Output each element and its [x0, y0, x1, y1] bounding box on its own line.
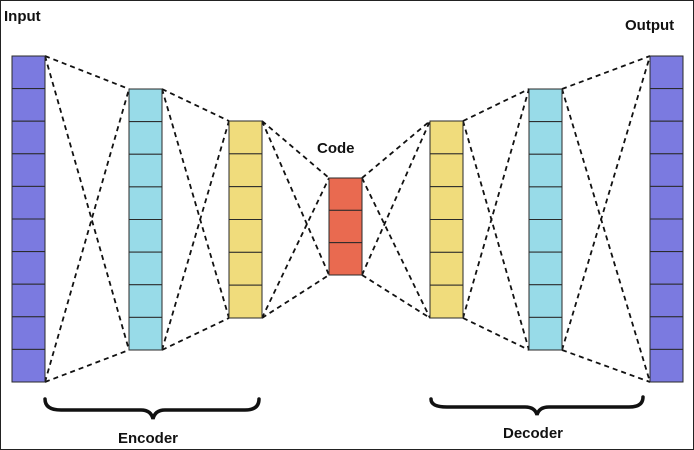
neuron-cell — [528, 251, 563, 286]
neuron-cell — [128, 186, 163, 220]
neuron-cell — [228, 251, 263, 286]
connection-line — [561, 55, 651, 90]
neuron-cell — [128, 251, 163, 286]
neuron-cell — [128, 284, 163, 318]
connection-line — [561, 88, 651, 383]
encoder-brace — [43, 397, 261, 420]
decoder-label: Decoder — [503, 425, 563, 442]
connection-line — [44, 88, 130, 383]
connection-line — [361, 177, 431, 319]
connection-line — [561, 349, 651, 383]
neuron-cell — [11, 153, 46, 187]
layers — [11, 55, 684, 383]
code-layer — [328, 177, 363, 276]
connections — [44, 55, 651, 383]
neuron-cell — [528, 219, 563, 253]
connection-line — [462, 120, 530, 351]
neuron-cell — [228, 219, 263, 253]
neuron-cell — [128, 316, 163, 351]
neuron-cell — [228, 120, 263, 155]
neuron-cell — [11, 120, 46, 155]
neuron-cell — [328, 209, 363, 244]
connection-line — [161, 317, 230, 351]
neuron-cell — [228, 186, 263, 221]
connection-line — [261, 120, 330, 179]
connection-line — [261, 177, 330, 319]
connection-line — [261, 274, 330, 319]
neuron-cell — [11, 316, 46, 350]
neuron-cell — [528, 316, 563, 351]
neuron-cell — [11, 88, 46, 122]
neuron-cell — [649, 348, 684, 383]
neuron-cell — [228, 284, 263, 319]
neuron-cell — [429, 251, 464, 286]
neuron-cell — [429, 219, 464, 253]
connection-line — [361, 120, 431, 276]
neuron-cell — [528, 121, 563, 155]
connection-line — [44, 55, 130, 90]
neuron-cell — [528, 186, 563, 220]
connection-line — [561, 55, 651, 351]
connection-line — [161, 120, 230, 351]
connection-line — [462, 317, 530, 351]
neuron-cell — [528, 88, 563, 123]
neuron-cell — [649, 185, 684, 220]
neuron-cell — [528, 284, 563, 318]
connection-line — [361, 120, 431, 179]
connection-line — [44, 55, 130, 351]
connection-line — [161, 88, 230, 319]
neuron-cell — [528, 153, 563, 188]
neuron-cell — [649, 218, 684, 253]
neuron-cell — [429, 284, 464, 319]
neuron-cell — [11, 218, 46, 253]
input-layer — [11, 55, 46, 383]
code-label: Code — [317, 140, 355, 157]
neuron-cell — [11, 251, 46, 285]
neuron-cell — [11, 283, 46, 318]
neuron-cell — [11, 348, 46, 383]
neuron-cell — [128, 153, 163, 188]
neuron-cell — [429, 153, 464, 188]
decoder-hidden-1 — [429, 120, 464, 319]
neuron-cell — [649, 283, 684, 318]
connection-line — [261, 120, 330, 276]
neuron-cell — [429, 120, 464, 155]
encoder-hidden-2 — [228, 120, 263, 319]
neuron-cell — [328, 177, 363, 211]
neuron-cell — [649, 251, 684, 285]
connection-line — [361, 274, 431, 319]
neuron-cell — [11, 185, 46, 220]
neuron-cell — [11, 55, 46, 90]
neuron-cell — [328, 242, 363, 276]
neuron-cell — [649, 120, 684, 155]
connection-line — [462, 88, 530, 319]
output-layer — [649, 55, 684, 383]
decoder-hidden-2 — [528, 88, 563, 351]
connection-line — [462, 88, 530, 122]
neuron-cell — [649, 55, 684, 90]
encoder-hidden-1 — [128, 88, 163, 351]
neuron-cell — [649, 88, 684, 122]
neuron-cell — [128, 88, 163, 123]
output-label: Output — [625, 17, 674, 34]
neuron-cell — [429, 186, 464, 221]
connection-line — [44, 349, 130, 383]
connection-line — [161, 88, 230, 122]
neuron-cell — [128, 219, 163, 253]
neuron-cell — [649, 316, 684, 350]
encoder-label: Encoder — [118, 430, 178, 447]
decoder-brace — [429, 395, 645, 416]
neuron-cell — [649, 153, 684, 187]
input-label: Input — [4, 8, 41, 25]
neuron-cell — [128, 121, 163, 155]
neuron-cell — [228, 153, 263, 188]
